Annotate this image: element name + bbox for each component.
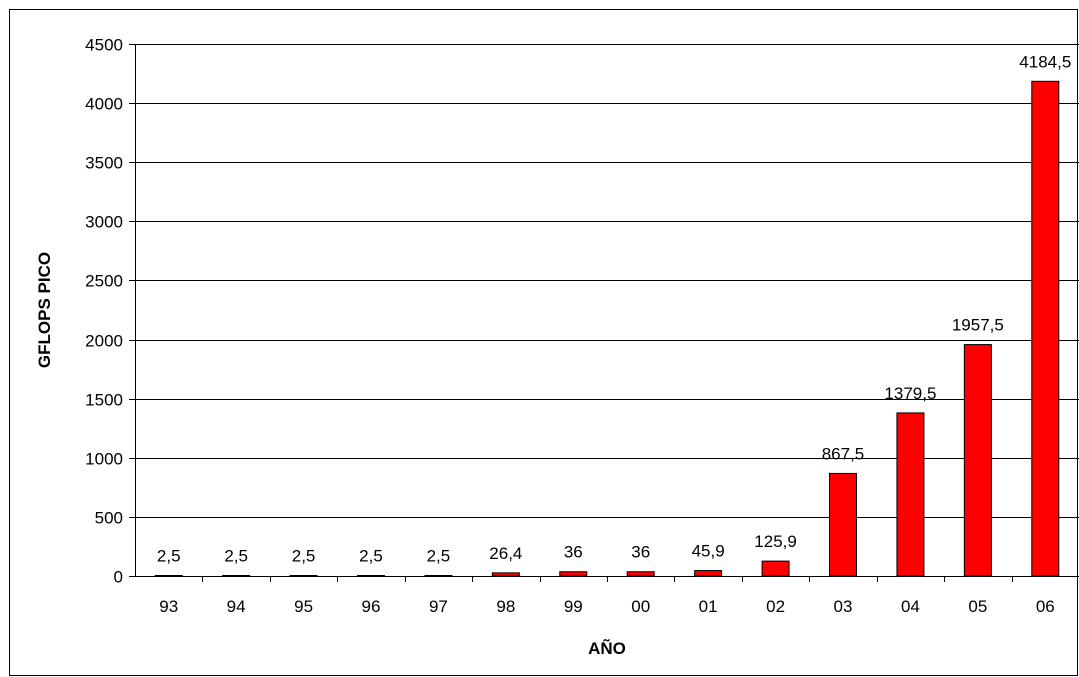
- data-label: 1379,5: [884, 384, 936, 403]
- x-tick-label: 05: [968, 597, 987, 616]
- x-tick-label: 06: [1036, 597, 1055, 616]
- bar: [424, 575, 453, 577]
- data-label: 36: [564, 543, 583, 562]
- y-tick-label: 3500: [85, 154, 123, 173]
- bar: [289, 575, 318, 577]
- bars: [154, 80, 1060, 577]
- bar: [154, 575, 183, 577]
- x-tick-label: 00: [631, 597, 650, 616]
- bar: [694, 570, 723, 577]
- y-tick-label: 3000: [85, 213, 123, 232]
- data-label: 26,4: [489, 544, 522, 563]
- x-tick-label: 97: [429, 597, 448, 616]
- bar: [626, 571, 655, 577]
- data-label: 45,9: [692, 542, 725, 561]
- bar: [963, 344, 992, 577]
- y-tick-label: 1000: [85, 450, 123, 469]
- data-label: 2,5: [359, 547, 383, 566]
- bar: [491, 572, 520, 577]
- bar: [761, 560, 790, 577]
- x-tick-label: 99: [564, 597, 583, 616]
- data-label: 2,5: [157, 547, 181, 566]
- bar: [1031, 80, 1060, 577]
- x-tick-label: 98: [496, 597, 515, 616]
- bar: [222, 575, 251, 577]
- data-label: 36: [631, 543, 650, 562]
- axes: [129, 44, 1079, 582]
- data-label: 867,5: [822, 444, 865, 463]
- y-tick-label: 500: [95, 509, 123, 528]
- x-tick-label: 93: [159, 597, 178, 616]
- data-label: 1957,5: [952, 316, 1004, 335]
- x-tick-label: 95: [294, 597, 313, 616]
- data-label: 125,9: [754, 532, 797, 551]
- x-tick-label: 96: [362, 597, 381, 616]
- y-tick-label: 2500: [85, 272, 123, 291]
- y-tick-label: 2000: [85, 332, 123, 351]
- x-tick-label: 02: [766, 597, 785, 616]
- y-tick-label: 4000: [85, 95, 123, 114]
- x-tick-label: 03: [834, 597, 853, 616]
- data-label: 2,5: [427, 547, 451, 566]
- y-axis-title: GFLOPS PICO: [35, 252, 54, 368]
- data-label: 2,5: [292, 547, 316, 566]
- bar: [357, 575, 385, 577]
- x-tick-label: 94: [227, 597, 246, 616]
- data-label: 4184,5: [1019, 52, 1071, 71]
- x-axis-title: AÑO: [588, 638, 626, 658]
- y-tick-label: 0: [114, 568, 123, 587]
- data-label: 2,5: [224, 547, 248, 566]
- data-labels: 2,5 2,5 2,5 2,5 2,5 26,4 36 36 45,9 125,9 867,5 137…: [157, 52, 1071, 565]
- y-tick-label: 1500: [85, 391, 123, 410]
- bar: [896, 412, 925, 577]
- bar: [559, 571, 588, 577]
- y-tick-label: 4500: [85, 36, 123, 55]
- x-tick-label: 04: [901, 597, 920, 616]
- bar: [829, 472, 857, 577]
- x-tick-label: 01: [699, 597, 718, 616]
